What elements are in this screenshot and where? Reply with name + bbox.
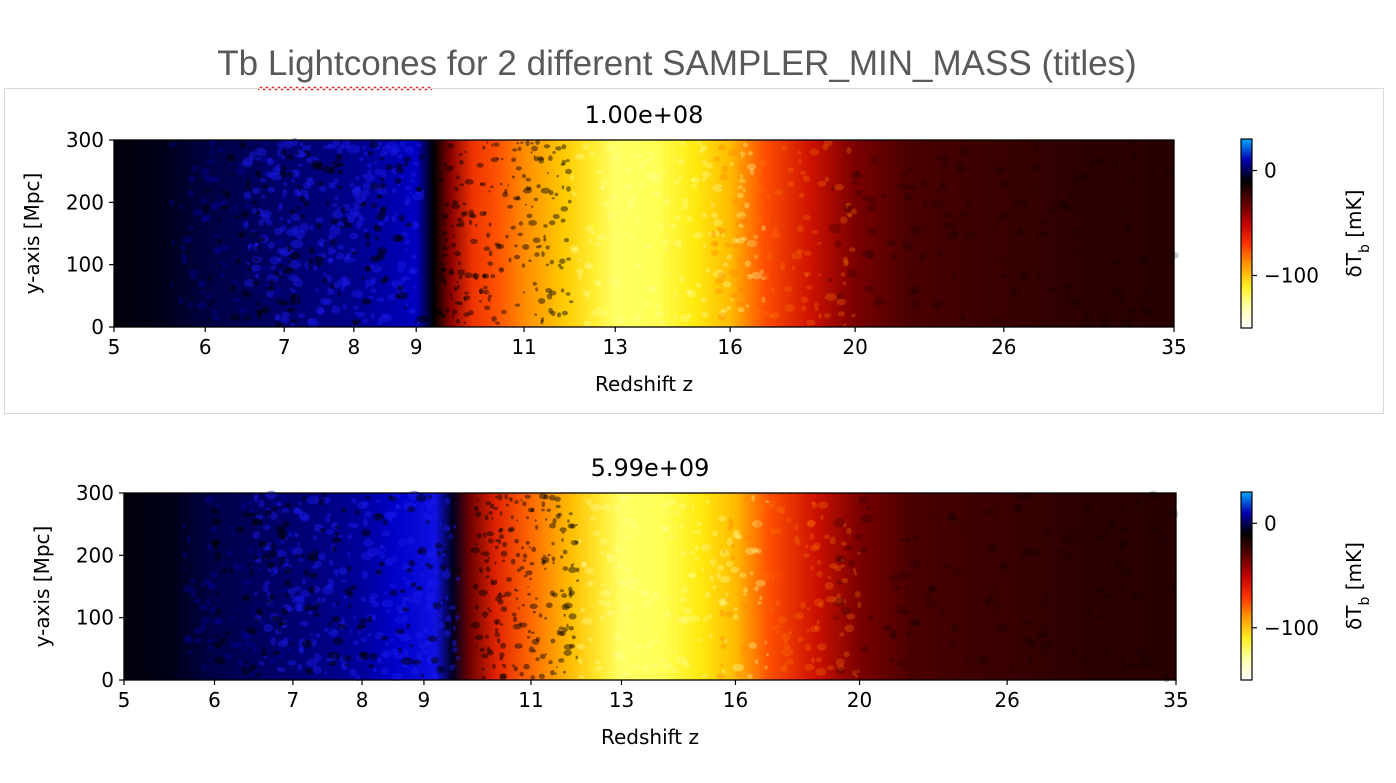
panel1-x-tick-label: 11 (511, 335, 536, 359)
panel2-x-tick-label: 26 (994, 688, 1019, 712)
panel2-x-tick-label: 6 (208, 688, 221, 712)
panel2-y-tick-label: 0 (101, 668, 114, 692)
panel1-heatmap-texture (169, 138, 1179, 328)
panel1-y-tick-label: 100 (66, 253, 104, 277)
panel1-colorbar-tick-label: 0 (1264, 159, 1277, 183)
panel2-chart: 5 6 7 8 9 11 13 16 20 26 35 0 100 200 300 Redshift z y-a… (30, 454, 1373, 749)
panel1-x-tick-label: 13 (603, 335, 628, 359)
panel1-x-tick-label: 9 (410, 335, 423, 359)
panel1-x-tick-label: 26 (991, 335, 1016, 359)
panel2-xlabel: Redshift z (601, 725, 699, 749)
panel2-ylabel: y-axis [Mpc] (30, 526, 54, 648)
panel1-xlabel: Redshift z (595, 372, 693, 396)
panel1-y-tick-label: 300 (66, 128, 104, 152)
panel1-x-tick-label: 5 (108, 335, 121, 359)
panel2-x-tick-label: 16 (723, 688, 748, 712)
panel1-x-tick-label: 8 (348, 335, 361, 359)
panel2-x-tick-label: 7 (287, 688, 300, 712)
panel1-colorbar-tick-label: −100 (1264, 264, 1319, 288)
panel2-heatmap-texture (181, 490, 1179, 683)
panel2-x-tick-label: 35 (1163, 688, 1188, 712)
panel1-colorbar-label: δTb [mK] (1342, 190, 1373, 278)
panel1-ylabel: y-axis [Mpc] (20, 173, 44, 295)
panel2-colorbar (1240, 491, 1253, 681)
panel1-title: 1.00e+08 (585, 101, 704, 129)
panel1-x-tick-label: 7 (278, 335, 291, 359)
panel2-x-tick-label: 9 (418, 688, 431, 712)
panel2-colorbar-tick-label: −100 (1264, 616, 1319, 640)
panel2-x-tick-label: 13 (609, 688, 634, 712)
panel2-heatmap (124, 493, 1176, 680)
panel2-title: 5.99e+09 (591, 454, 710, 482)
panel1-y-tick-label: 200 (66, 190, 104, 214)
panel2-x-tick-label: 20 (847, 688, 872, 712)
panel1-chart: 5 6 7 8 9 11 13 16 20 26 35 0 100 200 300 Redshift z y-a… (20, 101, 1373, 396)
panel1-colorbar (1240, 138, 1253, 329)
panel2-y-tick-label: 300 (76, 481, 114, 505)
panel1-x-tick-label: 35 (1161, 335, 1186, 359)
panel1-axes-frame (113, 139, 1175, 328)
panel2-y-tick-label: 200 (76, 543, 114, 567)
panel2-x-tick-label: 5 (118, 688, 131, 712)
panel1-x-tick-label: 16 (717, 335, 742, 359)
panel2-colorbar-label: δTb [mK] (1342, 542, 1373, 630)
panel2-x-tick-label: 11 (518, 688, 543, 712)
top-figure-frame (4, 88, 1384, 414)
panel1-x-tick-label: 20 (842, 335, 867, 359)
panel1-y-tick-label: 0 (91, 315, 104, 339)
slide-title: Tb Lightcones for 2 different SAMPLER_MI… (217, 44, 1137, 83)
panel2-colorbar-tick-label: 0 (1264, 511, 1277, 535)
panel2-axes-frame (123, 492, 1177, 681)
panel2-x-tick-label: 8 (356, 688, 369, 712)
panel2-y-tick-label: 100 (76, 606, 114, 630)
panel1-x-tick-label: 6 (199, 335, 212, 359)
